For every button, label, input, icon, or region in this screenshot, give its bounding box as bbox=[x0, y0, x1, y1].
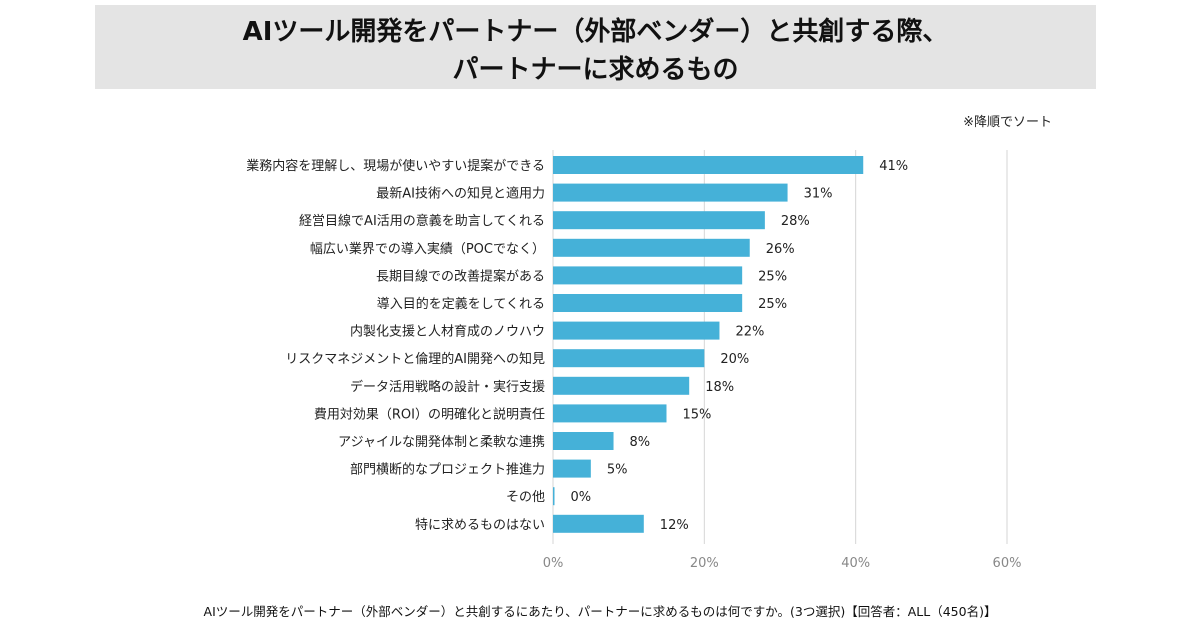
x-tick-label: 0% bbox=[543, 556, 564, 571]
category-label: データ活用戦略の設計・実行支援 bbox=[350, 379, 545, 395]
bar bbox=[553, 294, 743, 312]
category-label: 幅広い業界での導入実績（POCでなく） bbox=[310, 241, 545, 257]
data-label: 41% bbox=[879, 159, 908, 174]
category-label: 導入目的を定義をしてくれる bbox=[377, 296, 545, 312]
x-tick-label: 60% bbox=[993, 556, 1022, 571]
data-label: 31% bbox=[804, 187, 833, 202]
category-label: アジャイルな開発体制と柔軟な連携 bbox=[338, 434, 545, 450]
data-label: 0% bbox=[571, 490, 592, 505]
bar bbox=[553, 349, 705, 368]
data-label: 22% bbox=[735, 325, 764, 340]
category-label: リスクマネジメントと倫理的AI開発への知見 bbox=[285, 351, 545, 367]
category-label: 部門横断的なプロジェクト推進力 bbox=[350, 462, 545, 478]
sort-note: ※降順でソート bbox=[963, 115, 1052, 130]
category-label: その他 bbox=[506, 490, 545, 505]
data-label: 15% bbox=[683, 407, 712, 422]
bar bbox=[553, 487, 555, 506]
category-label: 経営目線でAI活用の意義を助言してくれる bbox=[299, 213, 545, 229]
bar bbox=[553, 376, 690, 395]
data-label: 25% bbox=[758, 269, 787, 284]
bar bbox=[553, 321, 720, 340]
bar bbox=[553, 156, 864, 174]
data-label: 28% bbox=[781, 214, 810, 229]
bar bbox=[553, 238, 750, 257]
bar bbox=[553, 266, 743, 285]
bar bbox=[553, 404, 667, 423]
category-label: 業務内容を理解し、現場が使いやすい提案ができる bbox=[246, 158, 545, 174]
bar bbox=[553, 432, 614, 450]
chart-title-line-2: パートナーに求めるもの bbox=[452, 55, 739, 85]
data-label: 5% bbox=[607, 463, 628, 478]
x-tick-label: 20% bbox=[690, 556, 719, 571]
data-label: 12% bbox=[660, 518, 689, 533]
data-label: 8% bbox=[630, 435, 651, 450]
category-label: 最新AI技術への知見と適用力 bbox=[376, 186, 545, 202]
data-label: 25% bbox=[758, 297, 787, 312]
category-label: 長期目線での改善提案がある bbox=[376, 268, 545, 284]
footer-question: AIツール開発をパートナー（外部ベンダー）と共創するにあたり、パートナーに求める… bbox=[203, 604, 997, 619]
x-tick-label: 40% bbox=[841, 556, 870, 571]
chart-title-line-1: AIツール開発をパートナー（外部ベンダー）と共創する際、 bbox=[242, 17, 949, 47]
bar bbox=[553, 459, 591, 478]
data-label: 18% bbox=[705, 380, 734, 395]
data-label: 20% bbox=[720, 352, 749, 367]
category-label: 特に求めるものはない bbox=[415, 518, 545, 533]
category-label: 内製化支援と人材育成のノウハウ bbox=[350, 324, 545, 340]
chart-title-box: AIツール開発をパートナー（外部ベンダー）と共創する際、 パートナーに求めるもの bbox=[95, 5, 1096, 89]
data-label: 26% bbox=[766, 242, 795, 257]
bar bbox=[553, 514, 644, 533]
category-label: 費用対効果（ROI）の明確化と説明責任 bbox=[314, 406, 545, 422]
bar bbox=[553, 183, 788, 202]
bar bbox=[553, 211, 765, 230]
